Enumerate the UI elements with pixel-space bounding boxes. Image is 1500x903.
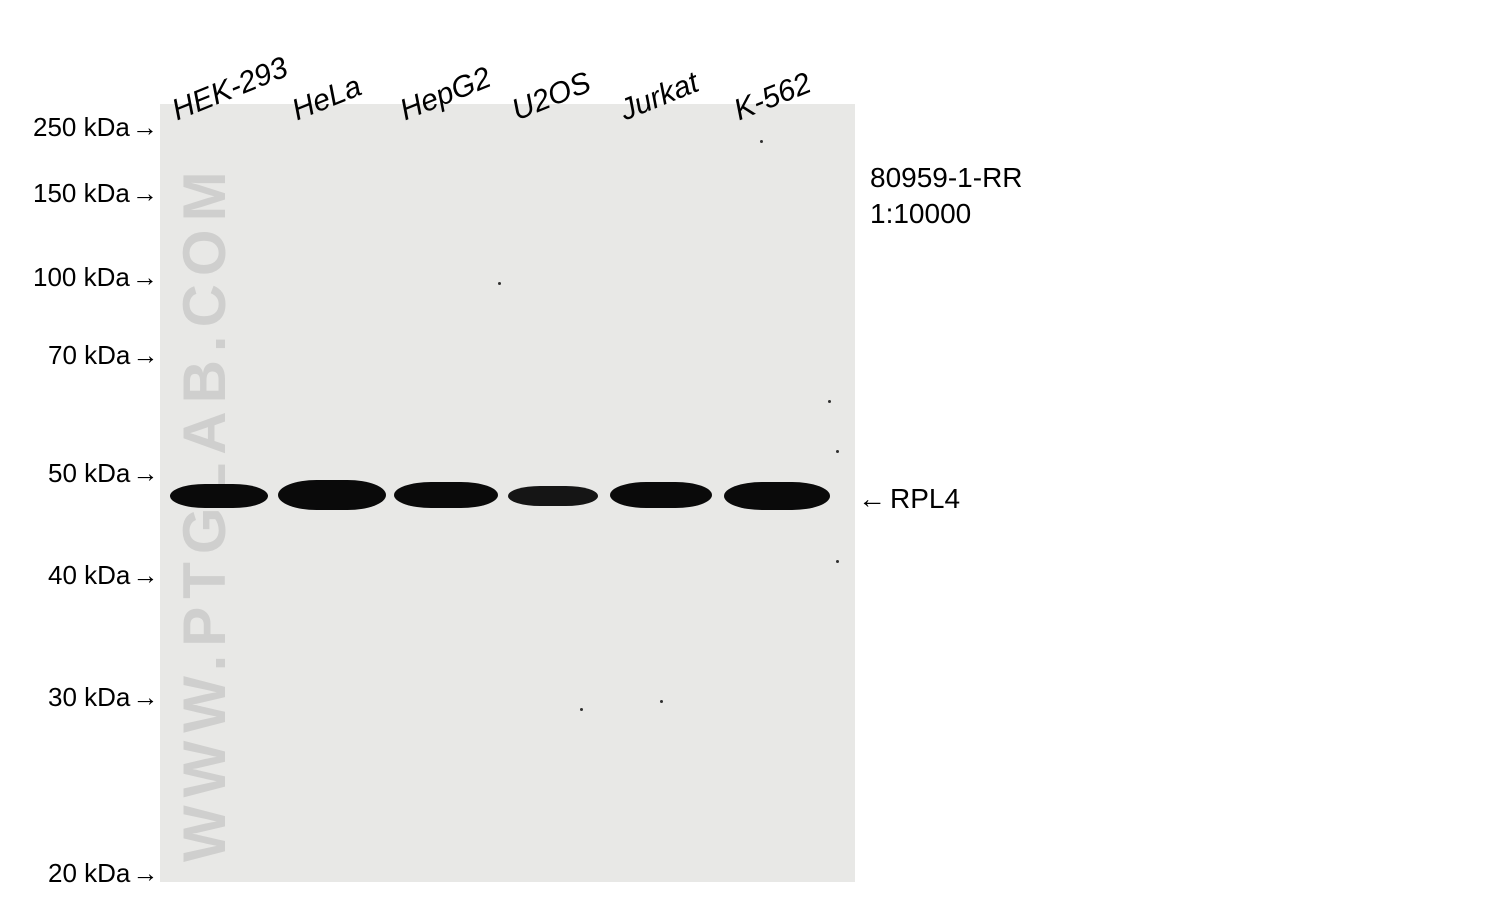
mw-marker: 20 kDa→ [48, 858, 158, 889]
western-blot-band [394, 482, 498, 508]
western-blot-band [610, 482, 712, 508]
noise-dot [836, 450, 839, 453]
mw-marker: 250 kDa→ [33, 112, 158, 143]
target-name: RPL4 [890, 483, 960, 514]
arrow-right-icon: → [132, 340, 158, 370]
noise-dot [836, 560, 839, 563]
antibody-info: 80959-1-RR 1:10000 [870, 160, 1023, 233]
noise-dot [828, 400, 831, 403]
mw-marker: 100 kDa→ [33, 262, 158, 293]
mw-marker-label: 100 kDa [33, 262, 130, 292]
western-blot-band [278, 480, 386, 510]
noise-dot [498, 282, 501, 285]
figure-container: WWW.PTGLAB.COM 80959-1-RR 1:10000 ←RPL4 … [0, 0, 1500, 903]
mw-marker-label: 70 kDa [48, 340, 130, 370]
mw-marker-label: 40 kDa [48, 560, 130, 590]
mw-marker-label: 50 kDa [48, 458, 130, 488]
arrow-right-icon: → [132, 262, 158, 292]
watermark-text: WWW.PTGLAB.COM [170, 163, 239, 862]
western-blot-band [724, 482, 830, 510]
arrow-right-icon: → [132, 858, 158, 888]
antibody-dilution: 1:10000 [870, 196, 1023, 232]
target-protein-label: ←RPL4 [858, 483, 960, 515]
mw-marker: 50 kDa→ [48, 458, 158, 489]
western-blot-band [170, 484, 268, 508]
mw-marker: 40 kDa→ [48, 560, 158, 591]
arrow-right-icon: → [132, 682, 158, 712]
mw-marker-label: 150 kDa [33, 178, 130, 208]
antibody-catalog: 80959-1-RR [870, 160, 1023, 196]
noise-dot [580, 708, 583, 711]
arrow-right-icon: → [132, 458, 158, 488]
arrow-right-icon: → [132, 178, 158, 208]
western-blot-band [508, 486, 598, 506]
mw-marker-label: 20 kDa [48, 858, 130, 888]
noise-dot [760, 140, 763, 143]
arrow-right-icon: → [132, 112, 158, 142]
noise-dot [660, 700, 663, 703]
arrow-left-icon: ← [858, 483, 886, 514]
mw-marker: 150 kDa→ [33, 178, 158, 209]
mw-marker-label: 250 kDa [33, 112, 130, 142]
mw-marker-label: 30 kDa [48, 682, 130, 712]
mw-marker: 30 kDa→ [48, 682, 158, 713]
mw-marker: 70 kDa→ [48, 340, 158, 371]
arrow-right-icon: → [132, 560, 158, 590]
